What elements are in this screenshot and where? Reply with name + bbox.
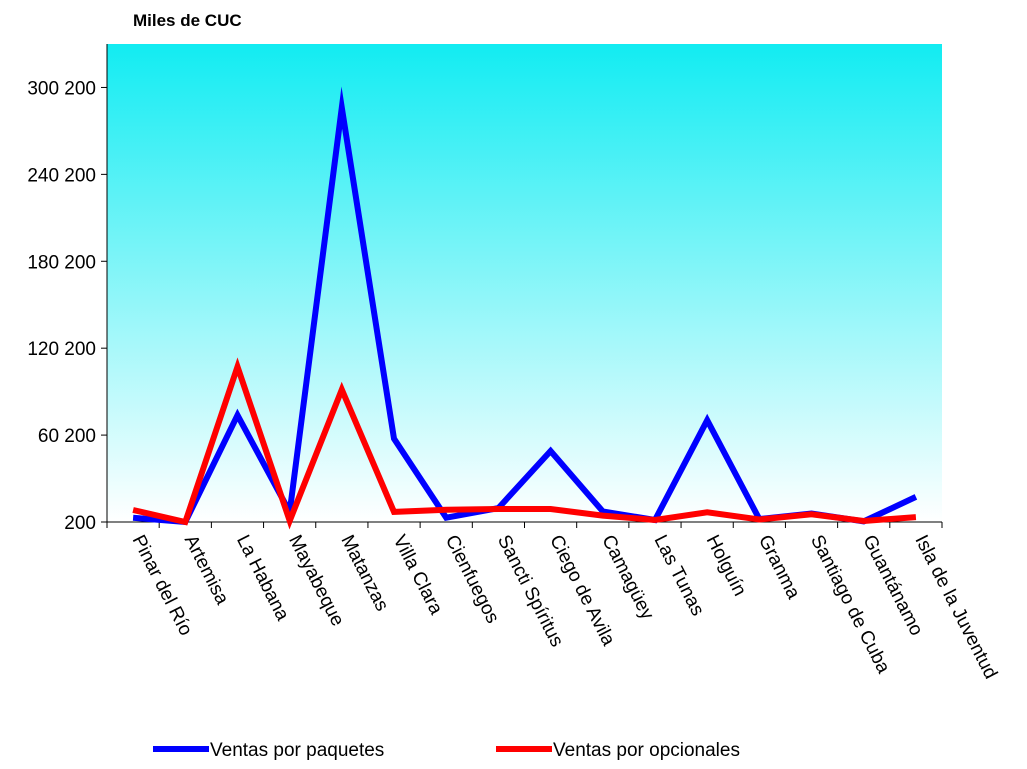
y-tick-label: 120 200	[27, 339, 96, 360]
x-category-label: Mayabeque	[284, 532, 348, 630]
unit-label: Miles de CUC	[133, 11, 242, 30]
y-axis: 200 60 200 120 200 180 200 240 200 300 200	[27, 44, 108, 534]
x-category-label: Camagüey	[597, 532, 658, 624]
x-category-label: Las Tunas	[650, 532, 709, 620]
x-category-label: La Habana	[232, 532, 293, 625]
legend-label-2: Ventas por opcionales	[553, 740, 740, 761]
x-category-label: Villa Clara	[389, 532, 447, 619]
x-category-label: Holguín	[702, 532, 750, 600]
series-lines	[132, 86, 918, 530]
y-tick-label: 200	[64, 513, 96, 534]
y-tick-label: 300 200	[27, 78, 96, 99]
series-line-2	[132, 357, 917, 530]
y-tick-label: 180 200	[27, 252, 96, 273]
x-category-label: Artemisa	[180, 532, 233, 609]
plot-area	[107, 44, 942, 522]
x-category-label: Matanzas	[336, 532, 392, 615]
y-tick-label: 240 200	[27, 165, 96, 186]
x-category-label: Isla de la Juventud	[910, 532, 1001, 683]
x-category-label: Granma	[754, 532, 804, 603]
x-category-label: Cienfuegos	[441, 532, 503, 627]
legend: Ventas por paquetes Ventas por opcionales	[153, 740, 740, 761]
legend-label-1: Ventas por paquetes	[210, 740, 384, 761]
y-tick-label: 60 200	[38, 426, 96, 447]
